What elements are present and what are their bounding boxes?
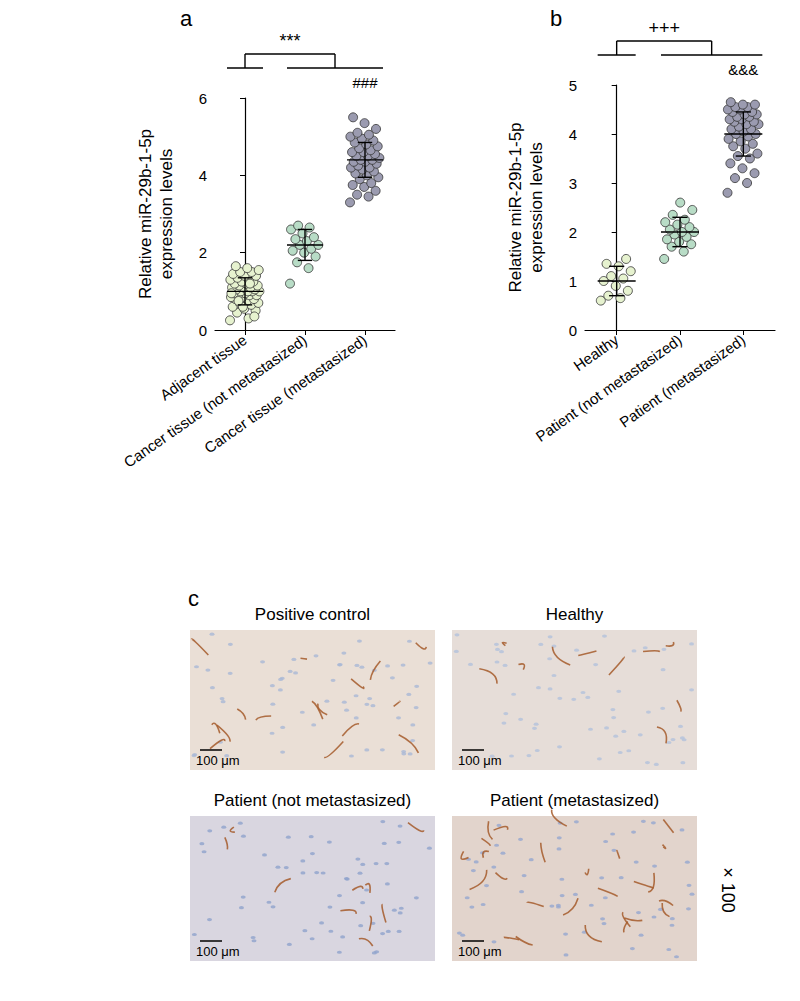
svg-text:4: 4 bbox=[569, 126, 577, 143]
svg-text:c: c bbox=[188, 586, 199, 611]
svg-text:0: 0 bbox=[199, 322, 207, 339]
svg-text:100 μm: 100 μm bbox=[196, 944, 240, 959]
svg-text:4: 4 bbox=[199, 167, 207, 184]
svg-text:###: ### bbox=[352, 74, 378, 91]
svg-text:Healthy: Healthy bbox=[546, 605, 604, 624]
svg-text:Positive control: Positive control bbox=[255, 605, 370, 624]
svg-text:***: *** bbox=[279, 31, 300, 51]
svg-text:0: 0 bbox=[569, 322, 577, 339]
svg-text:Patient (metastasized): Patient (metastasized) bbox=[616, 331, 748, 431]
svg-text:Patient (not metastasized): Patient (not metastasized) bbox=[532, 331, 685, 445]
svg-text:× 100: × 100 bbox=[718, 867, 738, 913]
svg-text:2: 2 bbox=[199, 244, 207, 261]
svg-text:+++: +++ bbox=[648, 18, 680, 38]
svg-text:1: 1 bbox=[569, 273, 577, 290]
svg-text:100 μm: 100 μm bbox=[458, 944, 502, 959]
svg-text:100 μm: 100 μm bbox=[458, 753, 502, 768]
svg-text:100 μm: 100 μm bbox=[196, 753, 240, 768]
svg-text:Patient (not metastasized): Patient (not metastasized) bbox=[214, 791, 411, 810]
svg-text:6: 6 bbox=[199, 90, 207, 107]
svg-text:Patient (metastasized): Patient (metastasized) bbox=[490, 791, 659, 810]
svg-text:3: 3 bbox=[569, 175, 577, 192]
svg-text:Relative miR-29b-1-5p: Relative miR-29b-1-5p bbox=[506, 122, 525, 292]
svg-text:&&&: &&& bbox=[728, 61, 758, 78]
svg-text:b: b bbox=[550, 6, 562, 31]
svg-text:expression levels: expression levels bbox=[157, 149, 176, 279]
svg-text:Relative miR-29b-1-5p: Relative miR-29b-1-5p bbox=[136, 129, 155, 299]
svg-text:expression levels: expression levels bbox=[527, 142, 546, 272]
svg-text:Cancer tissue (metastasized): Cancer tissue (metastasized) bbox=[201, 331, 370, 456]
svg-text:Healthy: Healthy bbox=[570, 331, 622, 374]
svg-text:5: 5 bbox=[569, 77, 577, 94]
svg-text:Cancer tissue (not metastasize: Cancer tissue (not metastasized) bbox=[120, 331, 310, 471]
svg-text:Adjacent tissue: Adjacent tissue bbox=[156, 331, 250, 404]
svg-text:2: 2 bbox=[569, 224, 577, 241]
svg-text:a: a bbox=[180, 6, 193, 31]
